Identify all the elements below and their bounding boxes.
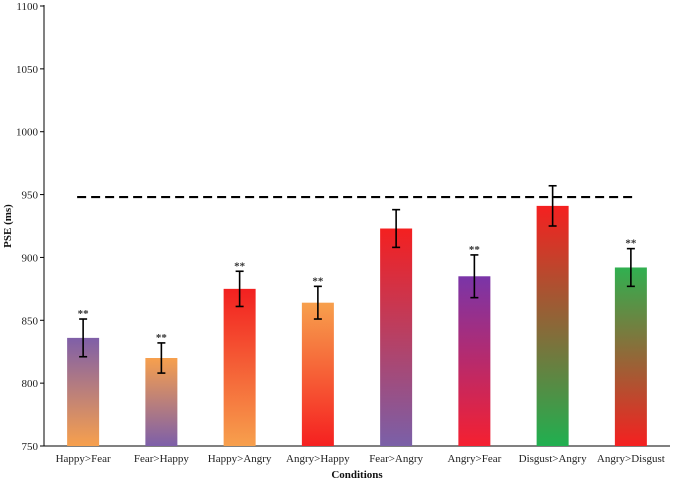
- bar: [380, 228, 413, 446]
- x-tick-label: Fear>Happy: [134, 453, 190, 465]
- significance-marker: **: [234, 260, 246, 272]
- y-tick-label: 850: [22, 315, 39, 327]
- significance-markers: ** ** ** ** ** **: [78, 238, 637, 344]
- significance-marker: **: [156, 332, 168, 344]
- y-tick-label: 1000: [16, 127, 39, 139]
- y-axis-ticks: 750 800 850 900 950 1000 1050 1100: [16, 1, 44, 453]
- x-tick-label: Fear>Angry: [369, 453, 423, 465]
- significance-marker: **: [312, 275, 324, 287]
- x-axis-title: Conditions: [331, 469, 383, 481]
- significance-marker: **: [625, 238, 637, 250]
- x-tick-label: Angry>Disgust: [597, 453, 665, 465]
- bar: [223, 288, 256, 446]
- bar: [536, 205, 569, 446]
- significance-marker: **: [469, 244, 481, 256]
- bar: [614, 267, 647, 446]
- y-axis-title: PSE (ms): [2, 204, 14, 248]
- y-tick-label: 1100: [16, 1, 38, 13]
- bar: [458, 276, 491, 446]
- y-tick-label: 950: [22, 190, 39, 202]
- x-tick-label: Disgust>Angry: [519, 453, 587, 465]
- y-tick-label: 750: [22, 441, 39, 453]
- bars: [67, 205, 647, 446]
- x-tick-label: Happy>Fear: [56, 453, 111, 465]
- y-tick-label: 1050: [16, 64, 39, 76]
- error-bars: [79, 184, 635, 374]
- x-tick-label: Angry>Happy: [286, 453, 350, 465]
- bar: [301, 302, 334, 446]
- x-tick-label: Happy>Angry: [208, 453, 272, 465]
- x-tick-labels: Happy>Fear Fear>Happy Happy>Angry Angry>Hap…: [56, 453, 665, 465]
- x-tick-label: Angry>Fear: [447, 453, 501, 465]
- y-tick-label: 800: [22, 378, 39, 390]
- y-tick-label: 900: [22, 252, 39, 264]
- significance-marker: **: [78, 308, 90, 320]
